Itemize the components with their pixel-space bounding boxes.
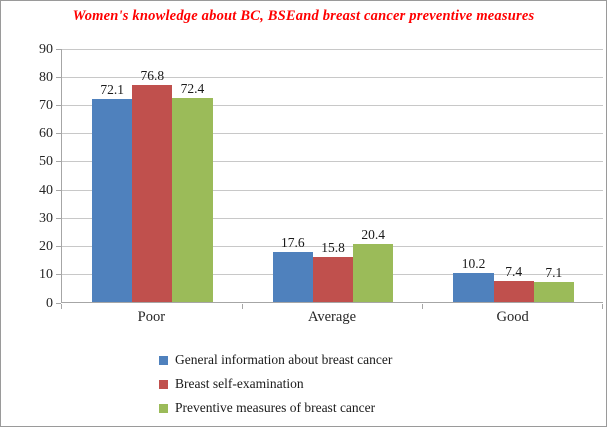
bar	[353, 244, 394, 302]
bar-data-label: 10.2	[461, 256, 486, 272]
y-axis-tick	[56, 76, 61, 78]
bar-data-label: 76.8	[140, 68, 165, 84]
legend-swatch	[159, 379, 168, 389]
bar	[533, 281, 574, 302]
x-axis-tick	[422, 304, 424, 309]
legend-label: Breast self-examination	[175, 376, 304, 391]
bar-data-label: 17.6	[281, 235, 305, 251]
x-axis-tick	[241, 304, 243, 309]
y-axis-tick-label: 20	[39, 239, 53, 255]
legend-swatch	[159, 403, 168, 413]
gridline	[62, 246, 603, 248]
bar	[92, 98, 133, 302]
y-axis-tick	[56, 302, 61, 304]
x-axis: Poor Average Good	[61, 304, 603, 334]
x-axis-category-label: Poor	[137, 309, 166, 325]
bar	[453, 273, 494, 302]
x-axis-category-label: Average	[307, 309, 356, 325]
legend-label: Preventive measures of breast cancer	[175, 400, 376, 415]
legend: General information about breast cancer B…	[159, 348, 392, 420]
gridline	[62, 48, 603, 50]
y-axis-tick-label: 40	[39, 182, 53, 198]
y-axis-tick-label: 30	[39, 210, 53, 226]
gridline	[62, 189, 603, 191]
bar-data-label: 72.1	[100, 81, 124, 97]
y-axis: 0 10 20 30 40 50 60 70 80 90	[1, 42, 61, 311]
bar-data-label: 72.4	[180, 80, 205, 96]
bar	[312, 257, 354, 302]
y-axis-tick	[56, 48, 61, 50]
y-axis-tick-label: 60	[39, 126, 53, 142]
x-axis-category-label: Good	[496, 309, 529, 325]
y-axis-tick	[56, 217, 61, 219]
bar	[132, 85, 173, 302]
y-axis-tick-label: 50	[39, 154, 53, 170]
bar	[172, 97, 213, 302]
y-axis-tick-label: 0	[46, 295, 53, 311]
legend-item: General information about breast cancer	[159, 348, 392, 372]
y-axis-tick-label: 90	[39, 41, 53, 57]
y-axis-tick-label: 80	[39, 69, 53, 85]
legend-label: General information about breast cancer	[175, 352, 393, 367]
y-axis-tick	[56, 104, 61, 106]
bar	[272, 252, 313, 302]
gridline	[62, 76, 603, 78]
y-axis-tick	[56, 274, 61, 276]
y-axis-tick-label: 70	[39, 97, 53, 113]
bar-data-label: 15.8	[321, 240, 345, 256]
gridline	[62, 104, 603, 106]
bar	[493, 281, 534, 302]
y-axis-tick	[56, 246, 61, 248]
legend-item: Preventive measures of breast cancer	[159, 396, 392, 420]
x-axis-tick	[61, 304, 62, 309]
gridline	[62, 133, 603, 135]
plot-area: 72.1 76.8 72.4 17.6 15.8 20.4 10.2 7.4 7.1	[61, 48, 603, 303]
gridline	[62, 161, 603, 163]
gridline	[62, 217, 603, 219]
y-axis-tick-label: 10	[39, 267, 53, 283]
y-axis-tick	[56, 133, 61, 135]
legend-swatch	[159, 355, 168, 365]
y-axis-tick	[56, 189, 61, 191]
bar-data-label: 20.4	[361, 227, 385, 243]
y-axis-tick	[56, 161, 61, 163]
x-axis-tick	[602, 304, 603, 309]
bar-data-label: 7.1	[545, 264, 563, 280]
bar-data-label: 7.4	[505, 264, 523, 280]
legend-item: Breast self-examination	[159, 372, 392, 396]
chart-title: Women's knowledge about BC, BSEand breas…	[72, 8, 535, 24]
